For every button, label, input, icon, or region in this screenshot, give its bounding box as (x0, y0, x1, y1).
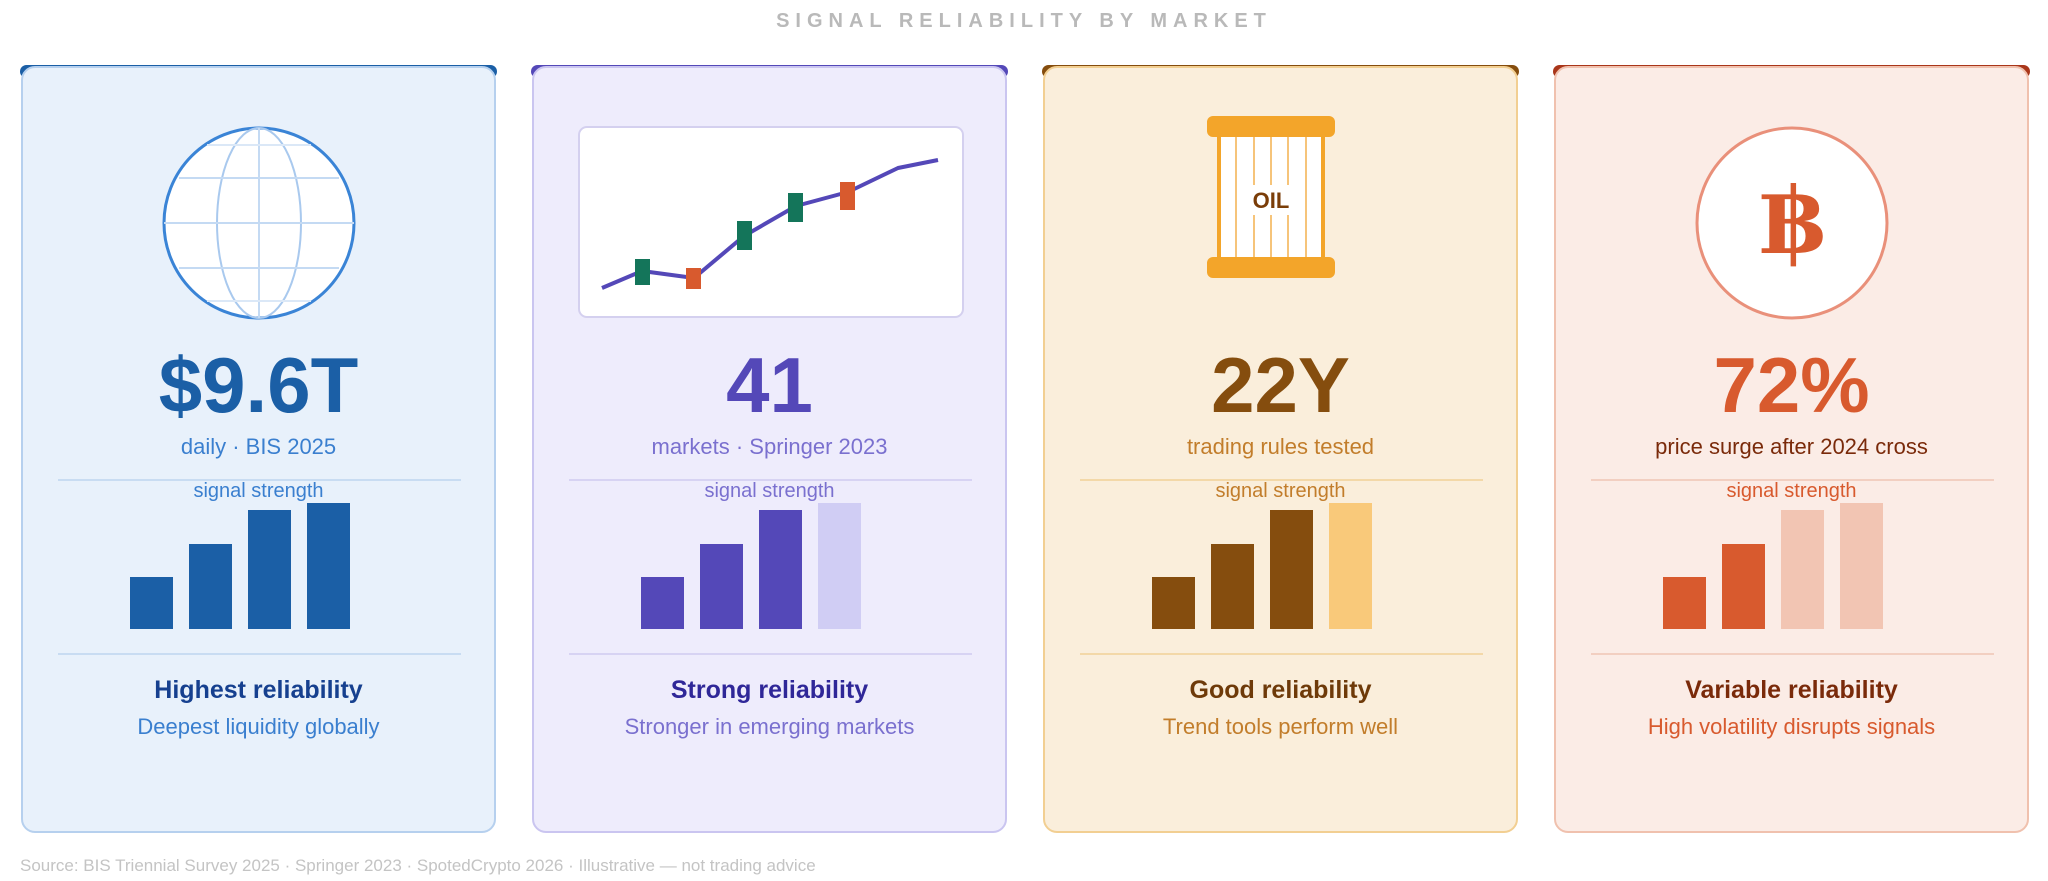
divider (1080, 653, 1483, 655)
reliability-description: High volatility disrupts signals (1647, 714, 1936, 739)
market-card-oil: OIL 22Y trading rules tested signal stre… (1043, 66, 1518, 833)
signal-strength-bars (1556, 503, 2027, 629)
metric-subtitle: price surge after 2024 cross (1655, 434, 1928, 459)
divider (569, 479, 972, 481)
signal-bar (1722, 544, 1765, 629)
metric-value: 41 (726, 341, 813, 429)
signal-bar (189, 544, 232, 629)
signal-strength-bars (1045, 503, 1516, 629)
signal-strength-bars (23, 503, 494, 629)
market-card-fx: $9.6T daily · BIS 2025 signal strength H… (21, 66, 496, 833)
reliability-description: Trend tools perform well (1162, 714, 1399, 739)
metric-value: 22Y (1211, 341, 1350, 429)
reliability-title: Variable reliability (1685, 676, 1898, 704)
signal-bar (1781, 510, 1824, 629)
reliability-description: Deepest liquidity globally (137, 714, 380, 739)
signal-bar (1663, 577, 1706, 629)
signal-bar (818, 503, 861, 629)
metric-subtitle: daily · BIS 2025 (180, 434, 337, 459)
divider (1591, 479, 1994, 481)
signal-strength-label: signal strength (704, 480, 835, 502)
reliability-description: Stronger in emerging markets (624, 714, 915, 739)
metric-value: $9.6T (158, 341, 359, 429)
market-card-crypto: ฿ 72% price surge after 2024 cross signa… (1554, 66, 2029, 833)
market-card-stocks: 41 markets · Springer 2023 signal streng… (532, 66, 1007, 833)
signal-strength-bars (534, 503, 1005, 629)
signal-bar (1211, 544, 1254, 629)
candlestick-chart-icon (578, 126, 964, 318)
oil-barrel-icon: OIL (1207, 116, 1335, 278)
svg-text:฿: ฿ (1760, 167, 1824, 275)
signal-strength-label: signal strength (1726, 480, 1857, 502)
reliability-title: Highest reliability (154, 676, 363, 704)
signal-bar (1152, 577, 1195, 629)
signal-bar (1840, 503, 1883, 629)
signal-bar (1329, 503, 1372, 629)
oil-label: OIL (1253, 188, 1290, 213)
divider (1080, 479, 1483, 481)
signal-strength-label: signal strength (1215, 480, 1346, 502)
signal-bar (641, 577, 684, 629)
metric-subtitle: trading rules tested (1186, 434, 1375, 459)
divider (58, 479, 461, 481)
divider (1591, 653, 1994, 655)
metric-subtitle: markets · Springer 2023 (651, 434, 888, 459)
signal-bar (1270, 510, 1313, 629)
reliability-title: Strong reliability (670, 676, 869, 704)
source-note: Source: BIS Triennial Survey 2025 · Spri… (20, 856, 816, 875)
divider (58, 653, 461, 655)
signal-bar (759, 510, 802, 629)
bitcoin-icon: ฿ (1695, 126, 1889, 320)
page-title: SIGNAL RELIABILITY BY MARKET (776, 10, 1272, 32)
signal-bar (248, 510, 291, 629)
signal-bar (130, 577, 173, 629)
globe-icon (162, 126, 356, 320)
metric-value: 72% (1713, 341, 1870, 429)
signal-strength-label: signal strength (193, 480, 324, 502)
signal-bar (700, 544, 743, 629)
reliability-title: Good reliability (1189, 676, 1372, 704)
divider (569, 653, 972, 655)
signal-bar (307, 503, 350, 629)
